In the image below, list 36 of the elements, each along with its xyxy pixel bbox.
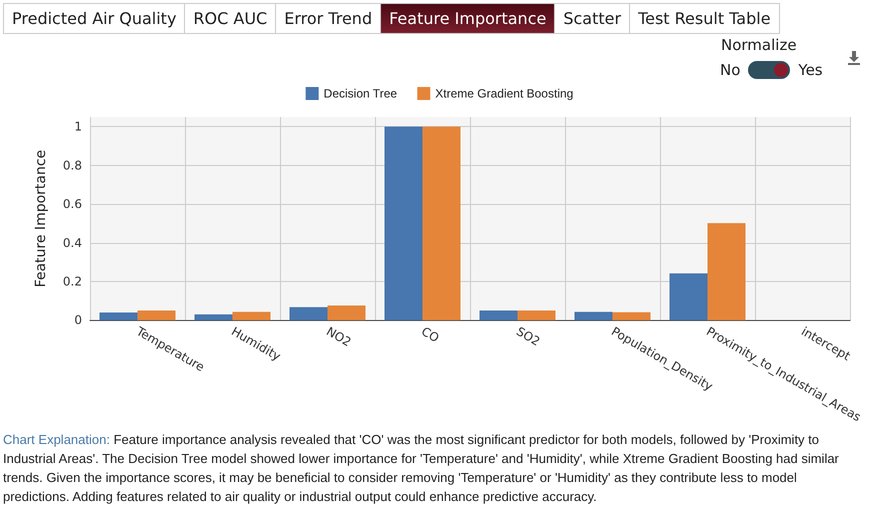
x-tick-label: CO bbox=[419, 324, 442, 346]
y-axis-title: Feature Importance bbox=[33, 150, 49, 288]
text: ROC AUC bbox=[184, 3, 276, 34]
text: Chart Explanation: bbox=[3, 432, 110, 447]
text: Test Result Table bbox=[629, 3, 780, 34]
bar bbox=[138, 310, 176, 320]
bar bbox=[422, 126, 460, 320]
bar bbox=[670, 273, 708, 320]
y-tick-label: 0 bbox=[74, 313, 82, 328]
bar bbox=[518, 310, 556, 320]
bar bbox=[290, 307, 328, 320]
text: Yes bbox=[798, 61, 823, 79]
y-tick-label: 1 bbox=[74, 120, 82, 134]
x-tick-label: SO2 bbox=[514, 324, 542, 349]
bar bbox=[328, 306, 366, 320]
y-tick-label: 0.2 bbox=[62, 274, 82, 289]
y-tick-label: 0.8 bbox=[62, 158, 82, 172]
bar bbox=[708, 223, 746, 320]
bar bbox=[612, 312, 650, 320]
text: Predicted Air Quality bbox=[3, 3, 186, 34]
bar bbox=[574, 312, 612, 320]
bar bbox=[100, 312, 138, 320]
bar bbox=[232, 312, 270, 320]
y-tick-label: 0.6 bbox=[62, 197, 82, 212]
text: Error Trend bbox=[275, 3, 382, 34]
x-tick-label: NO2 bbox=[324, 324, 354, 350]
legend-label: Decision Tree bbox=[324, 86, 398, 100]
text: Scatter bbox=[554, 3, 630, 34]
bar bbox=[480, 310, 518, 320]
text: No bbox=[720, 61, 740, 79]
text: Normalize bbox=[721, 36, 797, 54]
text: Feature Importance bbox=[380, 3, 556, 34]
legend-label: Xtreme Gradient Boosting bbox=[435, 86, 574, 100]
bar bbox=[384, 126, 422, 320]
y-tick-label: 0.4 bbox=[62, 236, 82, 250]
bar bbox=[194, 314, 232, 320]
